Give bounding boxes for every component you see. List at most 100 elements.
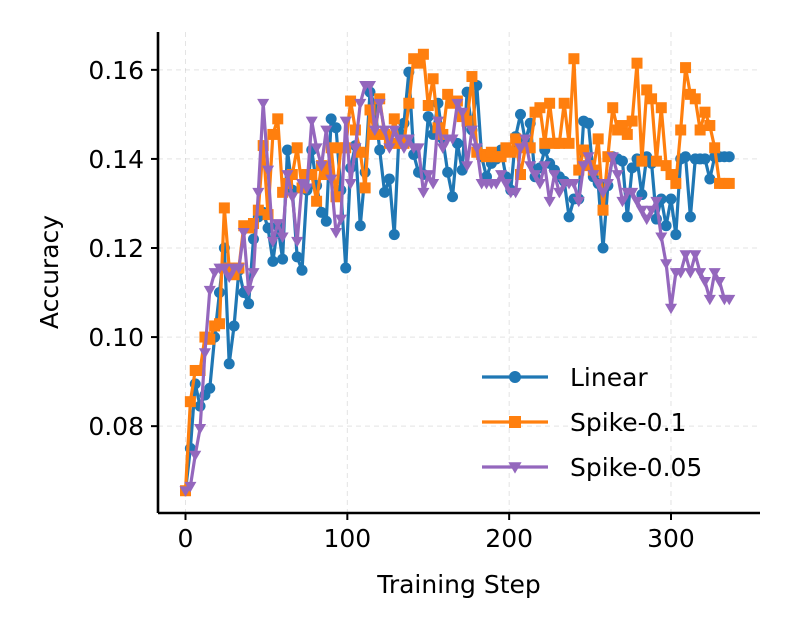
data-point-spike-0-1 xyxy=(320,169,332,181)
data-point-spike-0-1 xyxy=(272,113,284,125)
data-point-linear xyxy=(320,215,332,227)
data-point-spike-0-05 xyxy=(397,143,411,154)
legend-marker-linear xyxy=(509,371,521,383)
data-point-spike-0-05 xyxy=(368,125,381,137)
data-point-spike-0-1 xyxy=(422,99,434,111)
data-point-spike-0-05 xyxy=(446,134,459,145)
data-point-spike-0-05 xyxy=(334,214,347,226)
data-point-spike-0-1 xyxy=(680,62,692,74)
data-point-spike-0-1 xyxy=(442,88,454,100)
data-point-spike-0-05 xyxy=(635,205,648,217)
data-point-linear xyxy=(665,193,677,205)
data-point-spike-0-05 xyxy=(203,285,216,297)
data-point-spike-0-05 xyxy=(611,170,624,181)
data-point-linear xyxy=(379,186,391,198)
data-point-spike-0-1 xyxy=(675,124,687,136)
data-point-spike-0-05 xyxy=(344,179,357,190)
data-point-spike-0-1 xyxy=(641,84,653,96)
data-point-spike-0-05 xyxy=(189,450,202,462)
y-tick-label: 0.10 xyxy=(88,323,144,352)
data-point-spike-0-1 xyxy=(184,396,196,408)
series-spike-0-05 xyxy=(179,81,736,497)
data-point-spike-0-1 xyxy=(626,115,638,127)
data-point-spike-0-05 xyxy=(431,116,445,128)
data-point-spike-0-05 xyxy=(422,170,435,181)
data-point-linear xyxy=(291,251,303,263)
data-point-spike-0-1 xyxy=(665,169,677,181)
ticks: 0 100 200 300 0.08 0.10 0.12 0.14 0.16 xyxy=(88,56,695,553)
legend-item-linear: Linear xyxy=(482,363,648,392)
data-point-spike-0-05 xyxy=(548,170,561,181)
data-point-spike-0-1 xyxy=(388,113,400,125)
data-point-spike-0-1 xyxy=(267,128,279,140)
data-point-spike-0-05 xyxy=(499,179,512,190)
data-point-spike-0-05 xyxy=(271,219,284,230)
data-point-spike-0-1 xyxy=(398,137,410,149)
data-point-spike-0-05 xyxy=(242,285,255,297)
data-point-linear xyxy=(447,191,459,203)
data-point-spike-0-1 xyxy=(359,182,371,194)
data-point-linear xyxy=(354,220,366,232)
data-point-spike-0-1 xyxy=(578,144,590,156)
data-point-spike-0-1 xyxy=(704,120,716,132)
data-point-spike-0-1 xyxy=(257,140,269,152)
data-point-spike-0-05 xyxy=(674,268,687,279)
data-point-spike-0-05 xyxy=(329,228,343,239)
data-point-spike-0-05 xyxy=(567,179,580,190)
y-tick-label: 0.12 xyxy=(88,234,144,263)
data-point-linear xyxy=(723,151,735,163)
data-point-spike-0-1 xyxy=(631,57,643,69)
data-point-spike-0-1 xyxy=(723,177,735,189)
data-point-spike-0-1 xyxy=(194,364,206,376)
data-point-spike-0-1 xyxy=(646,93,658,105)
data-point-spike-0-05 xyxy=(363,81,377,92)
data-point-spike-0-05 xyxy=(325,174,338,186)
data-point-spike-0-05 xyxy=(630,196,644,208)
data-point-linear xyxy=(704,173,716,185)
data-point-spike-0-05 xyxy=(427,179,440,190)
data-point-spike-0-1 xyxy=(466,71,478,83)
data-point-spike-0-05 xyxy=(723,294,736,306)
data-point-spike-0-1 xyxy=(262,209,274,221)
data-point-spike-0-05 xyxy=(626,187,639,199)
data-point-spike-0-05 xyxy=(524,161,537,172)
data-point-linear xyxy=(277,253,289,265)
data-point-spike-0-1 xyxy=(670,177,682,189)
data-point-spike-0-05 xyxy=(698,277,712,288)
data-point-spike-0-1 xyxy=(621,128,633,140)
data-point-spike-0-05 xyxy=(582,152,595,163)
data-point-spike-0-05 xyxy=(451,98,464,110)
data-point-spike-0-1 xyxy=(699,106,711,118)
data-point-spike-0-1 xyxy=(413,57,425,69)
legend-item-spike-0-1: Spike-0.1 xyxy=(482,408,686,437)
data-point-spike-0-1 xyxy=(524,142,536,154)
data-point-spike-0-05 xyxy=(495,170,508,181)
data-point-spike-0-1 xyxy=(568,53,580,65)
series-layer xyxy=(179,48,736,497)
data-point-spike-0-1 xyxy=(228,269,240,281)
data-point-spike-0-1 xyxy=(291,142,303,154)
y-tick-label: 0.16 xyxy=(88,56,144,85)
data-point-spike-0-05 xyxy=(417,187,430,199)
data-point-linear xyxy=(330,122,342,134)
data-point-spike-0-1 xyxy=(636,155,648,167)
series-spike-0-1 xyxy=(180,48,735,497)
data-point-spike-0-05 xyxy=(713,277,726,288)
data-point-spike-0-05 xyxy=(247,268,260,279)
data-point-linear xyxy=(223,358,235,370)
data-point-spike-0-05 xyxy=(664,303,678,315)
data-point-spike-0-05 xyxy=(577,161,590,172)
data-point-spike-0-05 xyxy=(194,423,207,435)
data-point-spike-0-05 xyxy=(257,98,270,110)
data-point-spike-0-05 xyxy=(616,196,629,208)
data-point-spike-0-05 xyxy=(315,161,328,172)
data-point-linear xyxy=(684,211,696,223)
data-point-spike-0-05 xyxy=(684,268,697,279)
data-point-spike-0-05 xyxy=(509,187,522,199)
data-point-spike-0-05 xyxy=(373,98,386,110)
data-point-spike-0-05 xyxy=(378,125,391,137)
data-point-spike-0-1 xyxy=(602,151,614,163)
data-point-spike-0-05 xyxy=(587,170,600,181)
data-point-spike-0-1 xyxy=(427,73,439,85)
legend-label-spike-0-05: Spike-0.05 xyxy=(570,453,702,482)
